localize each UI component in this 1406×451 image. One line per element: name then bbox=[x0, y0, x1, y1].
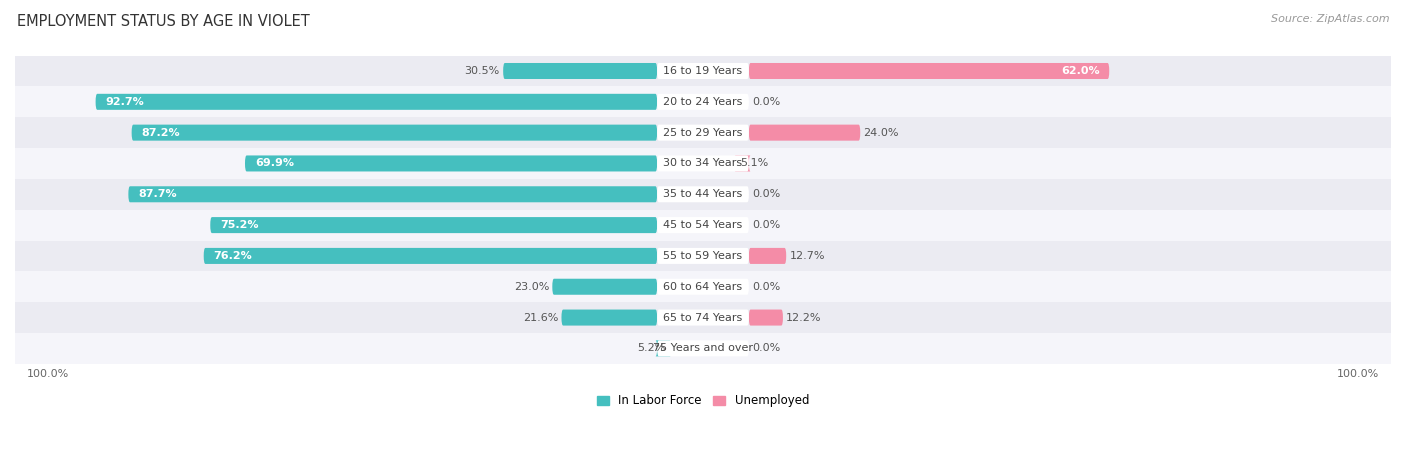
FancyBboxPatch shape bbox=[204, 248, 657, 264]
FancyBboxPatch shape bbox=[657, 156, 749, 171]
FancyBboxPatch shape bbox=[245, 156, 657, 171]
FancyBboxPatch shape bbox=[561, 309, 657, 326]
Text: 0.0%: 0.0% bbox=[752, 220, 780, 230]
FancyBboxPatch shape bbox=[657, 124, 749, 141]
Text: 30 to 34 Years: 30 to 34 Years bbox=[664, 158, 742, 169]
Text: 30.5%: 30.5% bbox=[464, 66, 501, 76]
Bar bbox=[15, 55, 1391, 87]
FancyBboxPatch shape bbox=[657, 309, 749, 326]
FancyBboxPatch shape bbox=[735, 156, 751, 171]
FancyBboxPatch shape bbox=[749, 124, 860, 141]
FancyBboxPatch shape bbox=[655, 341, 671, 356]
Bar bbox=[15, 179, 1391, 210]
Bar bbox=[15, 302, 1391, 333]
FancyBboxPatch shape bbox=[132, 124, 657, 141]
Text: 45 to 54 Years: 45 to 54 Years bbox=[664, 220, 742, 230]
Text: 21.6%: 21.6% bbox=[523, 313, 558, 322]
Text: 62.0%: 62.0% bbox=[1060, 66, 1099, 76]
Text: EMPLOYMENT STATUS BY AGE IN VIOLET: EMPLOYMENT STATUS BY AGE IN VIOLET bbox=[17, 14, 309, 28]
Bar bbox=[15, 333, 1391, 364]
Text: 65 to 74 Years: 65 to 74 Years bbox=[664, 313, 742, 322]
Text: 16 to 19 Years: 16 to 19 Years bbox=[664, 66, 742, 76]
Text: 0.0%: 0.0% bbox=[752, 343, 780, 354]
Text: 60 to 64 Years: 60 to 64 Years bbox=[664, 282, 742, 292]
FancyBboxPatch shape bbox=[657, 217, 749, 233]
Legend: In Labor Force, Unemployed: In Labor Force, Unemployed bbox=[598, 394, 808, 407]
FancyBboxPatch shape bbox=[657, 186, 749, 202]
Text: 75.2%: 75.2% bbox=[221, 220, 259, 230]
FancyBboxPatch shape bbox=[749, 248, 786, 264]
Text: 12.7%: 12.7% bbox=[790, 251, 825, 261]
Text: 87.2%: 87.2% bbox=[142, 128, 180, 138]
FancyBboxPatch shape bbox=[657, 279, 749, 295]
Text: 25 to 29 Years: 25 to 29 Years bbox=[664, 128, 742, 138]
FancyBboxPatch shape bbox=[96, 94, 657, 110]
FancyBboxPatch shape bbox=[128, 186, 657, 202]
FancyBboxPatch shape bbox=[749, 309, 783, 326]
Text: 5.1%: 5.1% bbox=[740, 158, 768, 169]
Text: 55 to 59 Years: 55 to 59 Years bbox=[664, 251, 742, 261]
Text: 69.9%: 69.9% bbox=[254, 158, 294, 169]
Bar bbox=[15, 240, 1391, 272]
Bar bbox=[15, 148, 1391, 179]
Text: 75 Years and over: 75 Years and over bbox=[652, 343, 754, 354]
Text: 5.2%: 5.2% bbox=[637, 343, 665, 354]
Bar bbox=[15, 210, 1391, 240]
Text: 76.2%: 76.2% bbox=[214, 251, 252, 261]
Text: 20 to 24 Years: 20 to 24 Years bbox=[664, 97, 742, 107]
Text: 0.0%: 0.0% bbox=[752, 97, 780, 107]
FancyBboxPatch shape bbox=[749, 63, 1109, 79]
Text: 87.7%: 87.7% bbox=[138, 189, 177, 199]
FancyBboxPatch shape bbox=[657, 341, 749, 356]
FancyBboxPatch shape bbox=[503, 63, 657, 79]
FancyBboxPatch shape bbox=[657, 94, 749, 110]
Text: Source: ZipAtlas.com: Source: ZipAtlas.com bbox=[1271, 14, 1389, 23]
FancyBboxPatch shape bbox=[211, 217, 657, 233]
Text: 35 to 44 Years: 35 to 44 Years bbox=[664, 189, 742, 199]
Text: 24.0%: 24.0% bbox=[863, 128, 898, 138]
FancyBboxPatch shape bbox=[657, 248, 749, 264]
Bar bbox=[15, 117, 1391, 148]
FancyBboxPatch shape bbox=[553, 279, 657, 295]
Text: 0.0%: 0.0% bbox=[752, 189, 780, 199]
Bar bbox=[15, 272, 1391, 302]
Text: 12.2%: 12.2% bbox=[786, 313, 821, 322]
FancyBboxPatch shape bbox=[657, 63, 749, 79]
Text: 23.0%: 23.0% bbox=[513, 282, 548, 292]
Text: 92.7%: 92.7% bbox=[105, 97, 145, 107]
Text: 0.0%: 0.0% bbox=[752, 282, 780, 292]
Bar bbox=[15, 87, 1391, 117]
